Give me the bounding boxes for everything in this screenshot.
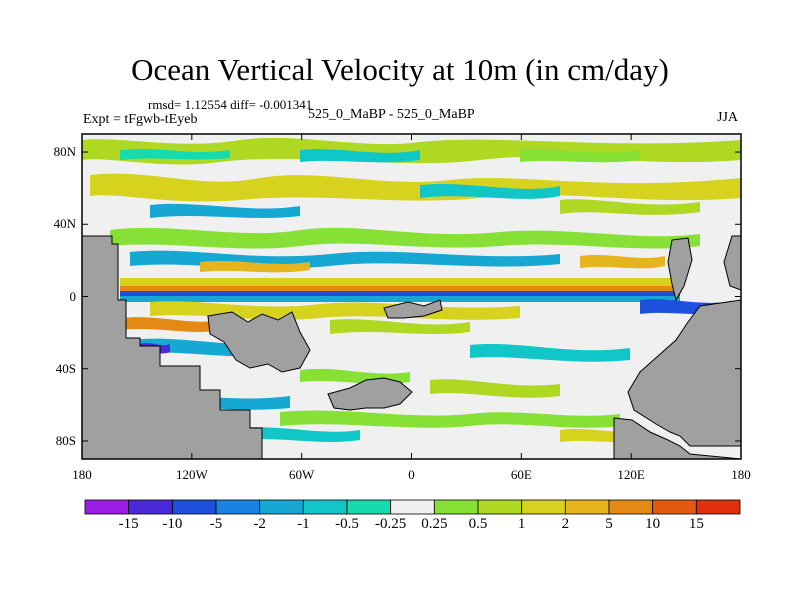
lon-tick-label: 60E [510,467,532,482]
field-patch [150,203,300,218]
colorbar-swatch [84,499,130,515]
land-western-continent [82,235,263,459]
lat-tick-label: 40N [53,216,76,232]
lon-tick-label: 60W [289,467,315,482]
colorbar [84,499,741,515]
lat-tick-label: 80N [53,144,76,160]
colorbar-swatch [259,499,304,515]
colorbar-level-label: 10 [645,516,661,532]
land-island-south [207,311,311,373]
colorbar-swatch [521,499,566,515]
equatorial-band [120,296,680,302]
colorbar-swatch [390,499,435,515]
colorbar-level-label: -5 [209,516,223,532]
land-narrow-continent [667,237,693,302]
field-patch [520,149,640,163]
colorbar-swatch [564,499,610,515]
field-patch [300,149,420,163]
land-polar-east [613,417,741,459]
colorbar-level-label: -0.25 [375,516,407,532]
axis-ticks [81,134,742,459]
colorbar-level-label: -2 [253,516,266,532]
field-patch [420,183,560,199]
colorbar-swatch [215,499,261,515]
equatorial-downwelling [120,291,680,296]
field-patch [280,410,620,428]
colorbar-swatch [652,499,697,515]
velocity-field [82,134,741,459]
colorbar-level-label: 0.25 [421,516,448,532]
land-island-equatorial [383,299,443,319]
colorbar-level-label: -1 [297,516,310,532]
lat-tick-label: 40S [55,360,76,376]
colorbar-level-label: 2 [561,516,570,532]
field-patch [120,149,230,160]
field-patch [90,173,741,202]
lon-tick-label: 120E [617,467,645,482]
field-patch [200,261,310,273]
case-label: 525_0_MaBP - 525_0_MaBP [308,107,475,122]
colorbar-swatch [128,499,173,515]
colorbar-swatch [302,499,348,515]
field-patch [430,379,560,398]
colorbar-swatch [608,499,654,515]
field-patch [330,319,470,334]
lon-tick-label: 180 [72,467,92,482]
colorbar-swatch [477,499,523,515]
rmsd-diff-stats: rmsd= 1.12554 diff= -0.001341 [148,97,313,112]
field-patch [120,317,220,332]
colorbar-level-label: -10 [162,516,183,532]
land-eastern-continent [627,299,741,447]
equatorial-upwelling [120,286,680,291]
colorbar-level-label: 5 [605,516,613,532]
figure-title: Ocean Vertical Velocity at 10m (in cm/da… [131,52,669,87]
land-island-subpolar [327,377,413,411]
lat-tick-label: 0 [69,288,77,304]
lon-tick-label: 0 [408,467,415,482]
lon-tick-label: 120W [175,467,208,482]
season-label: JJA [717,110,739,125]
field-patch [470,344,630,362]
land-masses [82,235,741,459]
colorbar-swatch [433,499,479,515]
colorbar-swatch [346,499,392,515]
colorbar-level-label: 15 [688,516,704,532]
field-patch [580,255,665,269]
colorbar-swatch [695,499,741,515]
colorbar-level-label: -0.5 [335,516,359,532]
field-patch [110,227,700,249]
colorbar-swatch [171,499,217,515]
field-patch [240,427,360,442]
colorbar-level-label: 1 [517,516,526,532]
lat-tick-label: 80S [55,432,76,448]
lon-tick-label: 180 [731,467,751,482]
colorbar-level-label: -15 [118,516,139,532]
field-patch [560,199,700,215]
equatorial-band [120,278,680,286]
land-east-edge [723,235,741,291]
experiment-label: Expt = tFgwb-tEyeb [83,112,198,127]
colorbar-level-label: 0.5 [468,516,488,532]
